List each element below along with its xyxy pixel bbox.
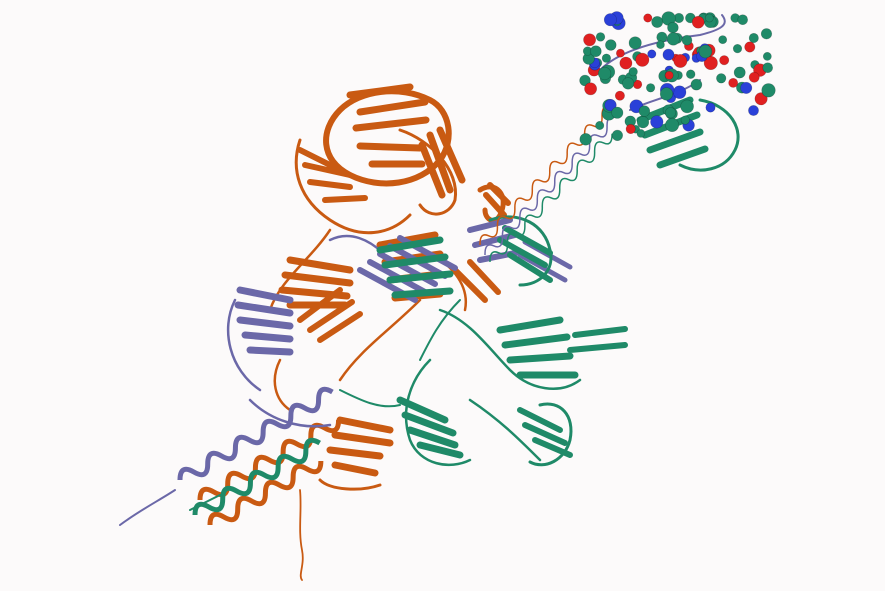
ligand-atom	[762, 62, 774, 73]
ligand-atom	[732, 43, 743, 54]
chain-a-helix	[197, 419, 342, 526]
ligand-atom	[667, 21, 679, 34]
ligand-atom	[635, 52, 650, 67]
ligand-atom	[685, 69, 696, 79]
ligand-atom	[733, 66, 746, 79]
chain-c-helix	[192, 437, 321, 516]
ligand-atom	[680, 99, 694, 114]
ligand-atom	[579, 133, 592, 146]
ligand-atom	[589, 45, 602, 58]
ligand-atom	[761, 83, 776, 98]
ligand-atom	[719, 55, 730, 66]
ligand-atom	[672, 85, 687, 99]
ligand-atom	[673, 54, 688, 68]
ligand-atom	[716, 73, 727, 84]
ligand-atom	[595, 121, 605, 131]
ligand-atom	[636, 116, 650, 129]
ligand-atom	[656, 40, 665, 50]
ligand-atom	[748, 105, 759, 116]
ligand-atom	[583, 33, 596, 47]
ligand-atom	[760, 28, 773, 40]
ligand-atom	[643, 13, 653, 23]
ligand-spheres	[579, 11, 776, 146]
ligand-atom	[664, 70, 674, 80]
ligand-atom	[662, 48, 675, 61]
ligand-atom	[748, 71, 760, 83]
ligand-atom	[698, 44, 713, 59]
ligand-atom	[691, 15, 705, 29]
ligand-atom	[651, 16, 664, 28]
chain-a-cartoon	[268, 83, 511, 581]
ligand-atom	[605, 39, 617, 51]
ligand-atom	[638, 105, 651, 117]
ligand-atom	[737, 14, 749, 26]
stalk-coiled-coil	[479, 105, 617, 263]
ligand-atom	[647, 49, 657, 59]
ligand-atom	[579, 74, 591, 87]
ligand-atom	[611, 129, 624, 141]
ligand-atom	[664, 107, 677, 119]
ligand-atom	[754, 92, 768, 106]
ligand-atom	[614, 90, 625, 101]
ligand-atom	[616, 48, 625, 58]
ligand-atom	[636, 129, 646, 138]
ligand-atom	[748, 32, 759, 43]
ligand-atom	[619, 56, 633, 70]
ligand-atom	[740, 81, 753, 94]
ligand-atom	[645, 83, 656, 93]
ligand-atom	[601, 53, 612, 63]
ligand-atom	[762, 52, 772, 61]
ligand-atom	[628, 67, 638, 77]
ligand-atom	[665, 118, 680, 133]
ligand-atom	[705, 102, 716, 113]
ligand-atom	[728, 78, 739, 88]
ligand-atom	[744, 41, 756, 53]
ligand-atom	[704, 13, 714, 23]
ligand-atom	[604, 98, 617, 112]
ligand-atom	[666, 32, 680, 46]
ligand-atom	[718, 35, 728, 45]
ligand-atom	[597, 66, 612, 81]
ligand-atom	[659, 87, 674, 101]
ligand-atom	[584, 82, 597, 96]
chain-b-helix	[177, 386, 334, 481]
chain-c-cartoon	[189, 96, 740, 511]
ligand-atom	[595, 32, 606, 42]
ligand-atom	[628, 36, 642, 50]
ligand-atom	[680, 115, 690, 125]
ligand-atom	[611, 106, 624, 119]
ligand-atom	[681, 34, 693, 46]
ligand-atom	[603, 13, 617, 27]
ligand-atom	[625, 124, 636, 135]
ligand-atom	[621, 77, 635, 90]
ligand-atom	[650, 115, 664, 129]
ligand-atom	[690, 78, 703, 91]
